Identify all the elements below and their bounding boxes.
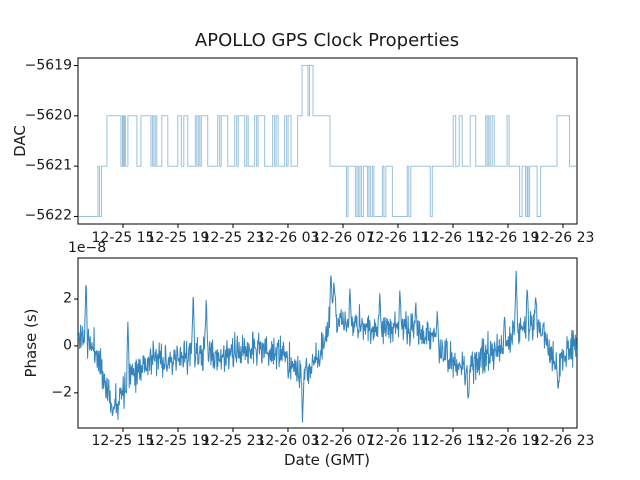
x-tick-label: 12-26 03 [256, 230, 320, 246]
x-tick-label: 12-26 19 [476, 433, 540, 449]
chart-title: APOLLO GPS Clock Properties [194, 30, 460, 51]
phase-subplot [74, 257, 578, 432]
dac-subplot [74, 57, 578, 228]
x-tick-label: 12-25 23 [201, 230, 265, 246]
y-tick-label: −5620 [24, 107, 72, 124]
x-tick-label: 12-25 15 [91, 433, 155, 449]
dac-series-line [78, 65, 577, 217]
phase-offset-exponent-label: 1e−8 [68, 240, 107, 256]
y-tick-label: −5619 [24, 56, 72, 73]
x-tick-label: 12-26 15 [421, 230, 485, 246]
x-tick-label: 12-26 03 [256, 433, 320, 449]
y-tick-label: −5621 [24, 157, 72, 174]
x-tick-label: 12-26 23 [531, 230, 595, 246]
x-tick-label: 12-25 19 [146, 433, 210, 449]
x-tick-label: 12-26 15 [421, 433, 485, 449]
x-tick-label: 12-26 23 [531, 433, 595, 449]
y-tick-label: 2 [63, 290, 72, 307]
x-tick-label: 12-26 07 [311, 230, 375, 246]
axes-frame [77, 257, 578, 429]
axes-frame [77, 57, 578, 225]
x-tick-label: 12-26 19 [476, 230, 540, 246]
x-tick-label: 12-25 23 [201, 433, 265, 449]
x-tick-label: 12-25 15 [91, 230, 155, 246]
x-axis-label: Date (GMT) [283, 451, 371, 469]
y-tick-label: −5622 [24, 207, 72, 224]
dac-y-axis-label: DAC [10, 125, 29, 157]
x-tick-label: 12-26 11 [366, 230, 430, 246]
x-tick-label: 12-25 19 [146, 230, 210, 246]
x-tick-label: 12-26 11 [366, 433, 430, 449]
x-tick-label: 12-26 07 [311, 433, 375, 449]
phase-series-line [77, 270, 578, 423]
y-tick-label: −2 [51, 384, 72, 401]
y-tick-label: 0 [63, 337, 72, 354]
